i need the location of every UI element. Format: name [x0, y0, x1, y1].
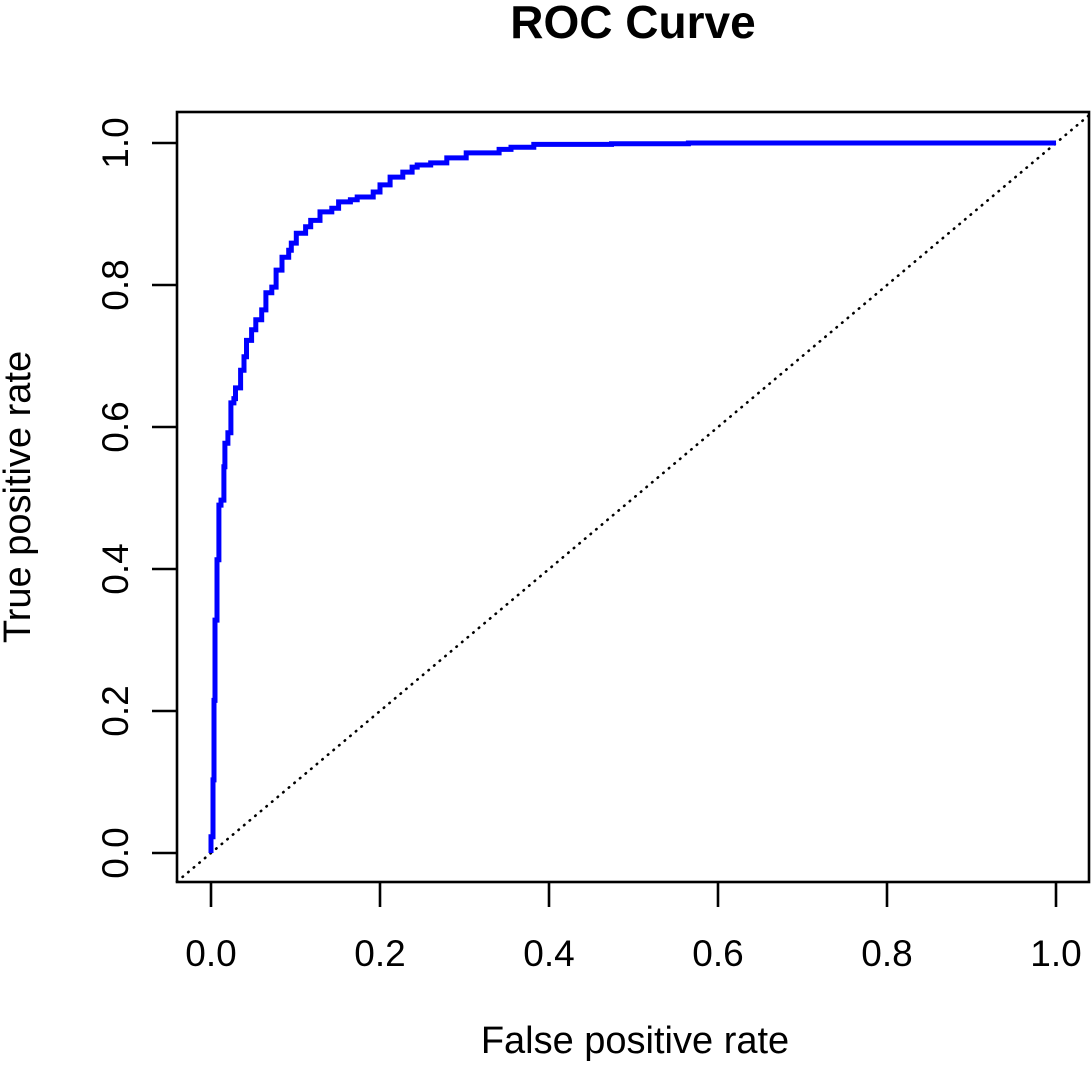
x-axis-tick-label: 1.0 [1030, 933, 1081, 974]
y-axis-title: True positive rate [0, 351, 39, 643]
x-axis-ticks: 0.0 0.2 0.4 0.6 0.8 1.0 [185, 882, 1082, 974]
x-axis-tick-label: 0.6 [692, 933, 743, 974]
x-axis-title: False positive rate [481, 1020, 789, 1062]
y-axis-tick-label: 0.6 [95, 401, 136, 452]
x-axis-tick-label: 0.2 [354, 933, 405, 974]
y-axis-tick-label: 0.2 [95, 685, 136, 736]
y-axis-tick-label: 0.0 [95, 827, 136, 878]
chance-diagonal-line [175, 114, 1091, 883]
x-axis-tick-label: 0.8 [861, 933, 912, 974]
y-axis-tick-label: 0.8 [95, 259, 136, 310]
y-axis-ticks: 0.0 0.2 0.4 0.6 0.8 1.0 [95, 117, 177, 879]
chart-title: ROC Curve [510, 0, 755, 48]
y-axis-tick-label: 0.4 [95, 543, 136, 594]
plot-box [175, 110, 1091, 884]
roc-curve-line [208, 140, 1056, 853]
x-axis-tick-label: 0.4 [523, 933, 574, 974]
x-axis-tick-label: 0.0 [185, 933, 236, 974]
y-axis-tick-label: 1.0 [95, 117, 136, 168]
